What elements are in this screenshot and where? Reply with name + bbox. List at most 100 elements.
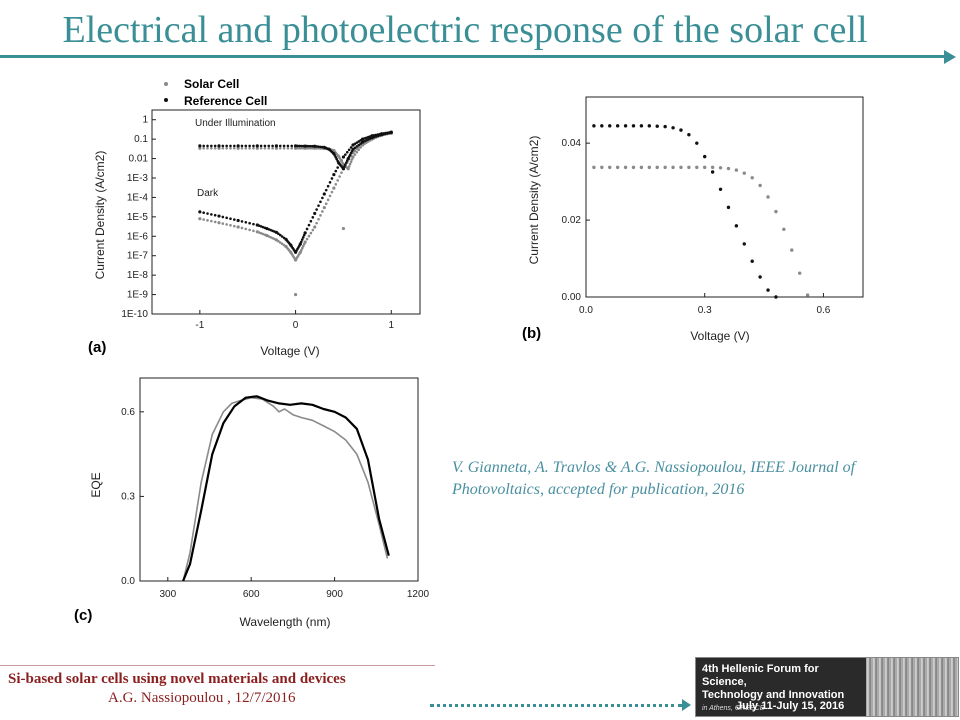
chart-b-panel-label: (b) <box>522 325 541 342</box>
chart-a-point <box>315 145 318 148</box>
chart-a-point <box>225 146 228 150</box>
chart-b-point <box>790 248 794 252</box>
chart-c-xtick-label: 900 <box>326 589 343 600</box>
chart-b-point <box>734 168 739 172</box>
chart-a-point <box>263 146 267 150</box>
chart-b-point <box>679 128 683 132</box>
forum-logo: 4th Hellenic Forum for Science, Technolo… <box>695 657 959 717</box>
chart-a-point <box>349 146 353 149</box>
chart-a-point <box>278 233 282 237</box>
chart-b-point <box>639 124 644 128</box>
chart-c-ytick-label: 0.6 <box>121 407 135 418</box>
chart-a-point <box>309 219 313 223</box>
chart-b-point <box>671 126 675 130</box>
chart-a-point <box>309 146 313 150</box>
chart-a-point <box>252 229 255 233</box>
chart-b-point <box>671 165 675 170</box>
chart-c-xtick-label: 300 <box>159 589 176 600</box>
chart-b-point <box>663 165 667 170</box>
chart-a-point <box>305 144 309 148</box>
chart-a-point <box>328 181 332 184</box>
forum-logo-sub: in Athens, GREECE <box>702 705 765 712</box>
chart-b-point <box>734 224 739 228</box>
chart-a-point <box>271 146 274 150</box>
chart-a-point <box>298 144 301 148</box>
chart-a-point <box>252 144 255 148</box>
footer-title: Si-based solar cells using novel materia… <box>8 671 346 687</box>
chart-a-point <box>298 242 302 246</box>
chart-a-point <box>367 140 370 143</box>
chart-a-point <box>206 146 209 150</box>
chart-b-point <box>805 293 810 297</box>
chart-a-point <box>317 204 320 207</box>
chart-c-xlabel: Wavelength (nm) <box>240 615 331 629</box>
chart-a-point <box>330 190 334 194</box>
chart-a-point <box>210 144 213 148</box>
chart-a-point <box>355 141 359 144</box>
chart-a-point <box>317 145 320 148</box>
forum-logo-text: 4th Hellenic Forum for Science, Technolo… <box>702 663 862 715</box>
chart-a-point <box>206 212 209 215</box>
chart-a-point <box>302 233 306 237</box>
chart-a-point <box>303 144 307 148</box>
chart-a-point <box>345 150 349 154</box>
chart-a-point <box>259 146 263 150</box>
chart-a-point <box>350 158 354 161</box>
chart-a-point <box>244 227 248 231</box>
chart-a-ytick-label: 1E-8 <box>127 270 149 281</box>
chart-a-point <box>309 144 313 148</box>
chart-b-point <box>797 271 802 275</box>
chart-b-iv-linear: 0.0 0.3 0.6 0.00 0.02 0.04 Voltage (V) Curre… <box>522 96 864 343</box>
chart-a-point <box>274 146 279 150</box>
chart-a-point <box>263 144 267 148</box>
chart-a-point <box>236 225 240 229</box>
chart-a-point <box>309 231 313 235</box>
footer-arrow-icon <box>682 699 691 711</box>
chart-a-xtick-label: 1 <box>389 320 395 331</box>
chart-a-point <box>221 222 225 225</box>
chart-a-point <box>286 146 290 150</box>
chart-a-point <box>305 227 309 231</box>
chart-c-eqe: 300 600 900 1200 0.00.30.6 Wavelength (nm) … <box>74 377 430 629</box>
chart-a-point <box>344 163 347 166</box>
chart-a-point <box>313 211 317 216</box>
chart-b-point <box>623 124 628 128</box>
chart-b-point <box>615 165 620 170</box>
chart-a-point <box>217 146 221 150</box>
chart-a-point <box>198 217 202 221</box>
chart-a-point <box>213 146 217 150</box>
chart-a-point <box>300 240 303 244</box>
chart-a-point <box>221 215 225 219</box>
chart-a-point <box>340 171 343 174</box>
chart-a-point <box>206 144 209 148</box>
chart-a-point <box>348 162 352 166</box>
chart-a-point <box>202 144 205 148</box>
chart-b-point <box>718 187 723 192</box>
chart-b-point <box>647 124 652 128</box>
chart-a-legend-marker-solar <box>164 82 168 86</box>
chart-a-point <box>293 144 298 148</box>
chart-a-point <box>213 220 217 224</box>
chart-a-ytick-label: 0.1 <box>134 134 148 145</box>
chart-b-point <box>710 165 715 170</box>
chart-a-point <box>330 177 334 180</box>
chart-b-point <box>703 165 707 170</box>
chart-a-point <box>293 146 298 150</box>
chart-b-point <box>782 227 786 232</box>
chart-a-ytick-label: 1E-5 <box>127 212 149 223</box>
forum-logo-date: July 11-July 15, 2016 <box>736 700 845 712</box>
chart-a-point <box>357 143 361 147</box>
title-underline <box>0 55 946 58</box>
chart-a-point <box>259 144 263 148</box>
chart-c-panel-label: (c) <box>74 607 92 624</box>
chart-a-point <box>326 198 330 202</box>
chart-a-point <box>344 153 347 156</box>
chart-b-xtick-label: 0.3 <box>698 305 712 316</box>
chart-c-frame <box>139 377 419 582</box>
chart-b-point <box>758 275 762 279</box>
chart-b-point <box>615 124 620 128</box>
chart-b-ytick-label: 0.02 <box>562 215 582 226</box>
chart-a-point <box>202 146 205 150</box>
chart-a-point <box>229 217 232 221</box>
chart-a-point <box>271 144 274 148</box>
